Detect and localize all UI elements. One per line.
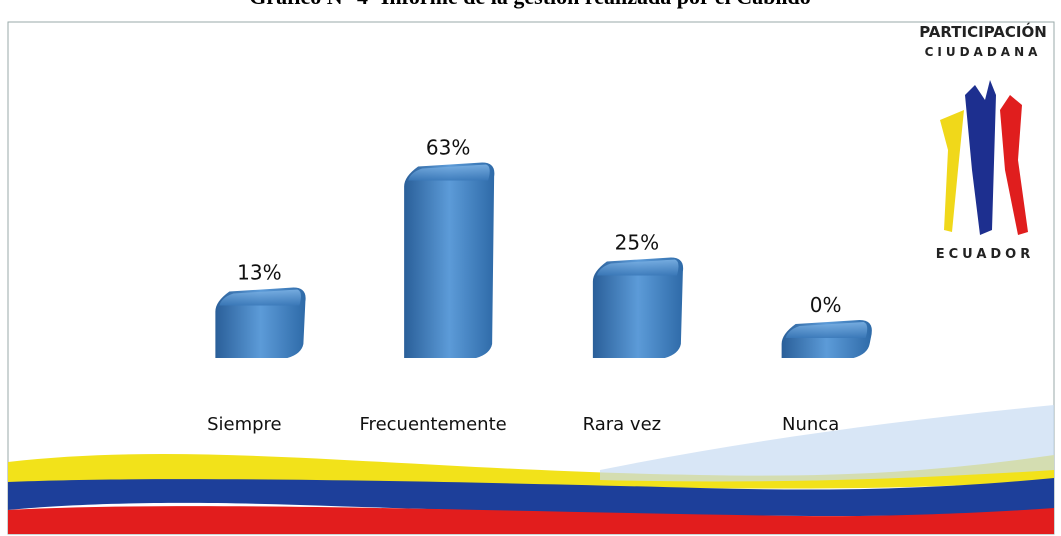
data-label: 13% (237, 261, 281, 285)
bar-top (408, 164, 490, 181)
x-tick-label: Siempre (207, 414, 282, 435)
bar-top (596, 259, 679, 276)
flag-sky (600, 405, 1054, 482)
data-label: 25% (615, 231, 659, 255)
data-label: 0% (810, 293, 842, 317)
x-tick-label: Rara vez (583, 414, 661, 435)
flag-blue (8, 478, 1054, 516)
data-label: 63% (426, 136, 470, 160)
logo-figures (940, 80, 1028, 235)
bar-top (785, 322, 868, 338)
bar-top (219, 289, 301, 306)
logo-text: PARTICIPACIÓN (919, 22, 1047, 41)
x-tick-label: Frecuentemente (360, 414, 507, 435)
bar (592, 257, 684, 358)
logo-text: ECUADOR (936, 247, 1035, 262)
flag-red (8, 506, 1054, 534)
bar (404, 162, 495, 358)
logo-text: CIUDADANA (925, 45, 1042, 59)
chart-title: Gráfico N° 4- Informe de la gestión real… (249, 0, 811, 9)
x-tick-label: Nunca (782, 414, 839, 435)
